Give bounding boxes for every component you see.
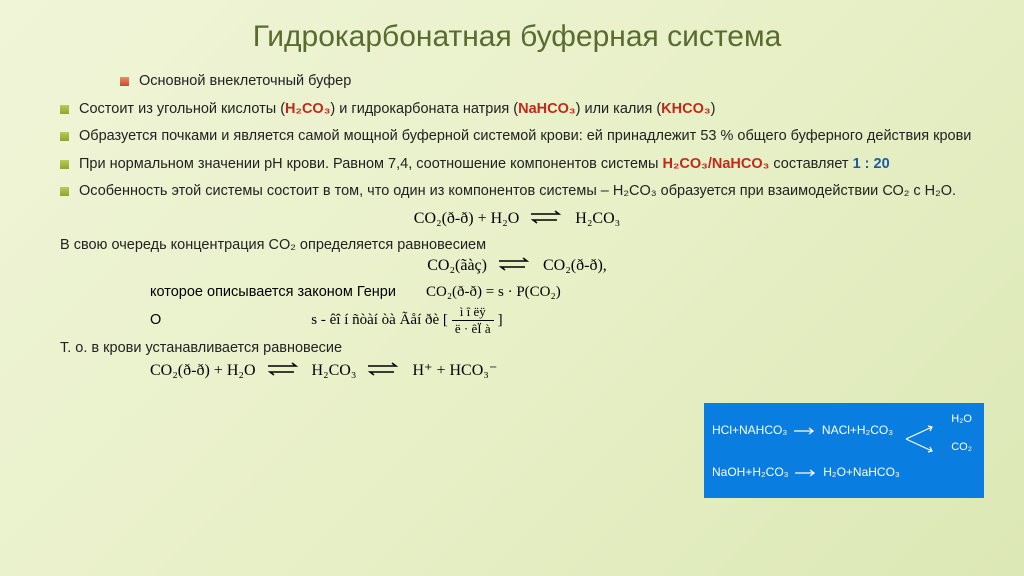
formula-red: KHCO₃ <box>661 101 710 117</box>
arrow-right-icon <box>794 469 818 477</box>
f-right: H⁺ + HCO₃⁻ <box>412 362 497 379</box>
formula-red: H₂CO₃ <box>285 101 330 117</box>
formula-blue: 1 : 20 <box>853 156 890 172</box>
henry-label: которое описывается законом Генри <box>150 284 396 300</box>
henry-formula: CO₂(ð-ð) = s · P(CO₂) <box>426 284 561 301</box>
henry-constant-row: О s - êî í ñòàí òà Ãåí ðè [ ì î ëÿ ë · ê… <box>150 304 974 337</box>
split-arrow-icon <box>904 425 944 453</box>
frac-num: ì î ëÿ <box>452 304 494 321</box>
r1-right: NACl+H₂CO₃ <box>822 423 893 437</box>
text-span: ) или калия ( <box>576 101 662 117</box>
f-left: CO₂(ð-ð) <box>414 210 474 227</box>
bullet-1: Основной внеклеточный буфер <box>120 72 974 92</box>
equilibrium-arrow-icon <box>497 257 533 276</box>
r2-right: H₂O+NaHCO₃ <box>823 465 900 479</box>
henry-law-row: которое описывается законом Генри CO₂(ð-… <box>150 284 974 301</box>
text-span: ) и гидрокарбоната натрия ( <box>330 101 518 117</box>
f-left: CO₂(ð-ð) + H₂O <box>150 362 256 379</box>
bullet-2: Состоит из угольной кислоты (H₂CO₃) и ги… <box>60 100 974 120</box>
f-right: H₂CO₃ <box>575 210 620 227</box>
frac-den: ë · êÏ à <box>452 321 494 337</box>
formula-red: H₂CO₃/NaHCO₃ <box>662 156 769 172</box>
formula-2: CO₂(ãàç) CO₂(ð-ð), <box>60 257 974 276</box>
o-label: О <box>150 312 161 328</box>
reaction-2: NaOH+H₂CO₃ H₂O+NaHCO₃ <box>712 465 976 479</box>
slide-title: Гидрокарбонатная буферная система <box>60 20 974 54</box>
bullet-text: Основной внеклеточный буфер <box>139 72 351 92</box>
bullet-text: Состоит из угольной кислоты (H₂CO₃) и ги… <box>79 100 715 120</box>
bullet-text: Образуется почками и является самой мощн… <box>79 127 971 147</box>
text-span: составляет <box>769 156 852 172</box>
bullet-4: При нормальном значении рН крови. Равном… <box>60 155 974 175</box>
bullet-text: При нормальном значении рН крови. Равном… <box>79 155 890 175</box>
f-mid: H₂CO₃ <box>312 362 357 379</box>
bullet-marker-red <box>120 77 129 86</box>
s-pre: s - êî í ñòàí òà Ãåí ðè [ <box>311 312 448 329</box>
reaction-box: HCl+NAHCO₃ NACl+H₂CO₃ H₂O CO₂ NaOH+H₂CO₃… <box>704 403 984 498</box>
formula-1: CO₂(ð-ð) + H₂O H₂CO₃ <box>60 210 974 229</box>
bullet-5: Особенность этой системы состоит в том, … <box>60 182 974 202</box>
bullet-marker-green <box>60 187 69 196</box>
r2-left: NaOH+H₂CO₃ <box>712 465 789 479</box>
formula-red: NaHCO₃ <box>518 101 575 117</box>
text-span: Состоит из угольной кислоты ( <box>79 101 285 117</box>
r1-left: HCl+NAHCO₃ <box>712 423 787 437</box>
text-span: При нормальном значении рН крови. Равном… <box>79 156 662 172</box>
bullet-marker-green <box>60 105 69 114</box>
s-end: ] <box>498 312 503 329</box>
bullet-marker-green <box>60 132 69 141</box>
f-right: CO₂(ð-ð), <box>543 257 607 274</box>
equilibrium-arrow-icon <box>266 362 302 381</box>
reaction-1: HCl+NAHCO₃ NACl+H₂CO₃ H₂O CO₂ <box>712 423 976 437</box>
equilibrium-arrow-icon <box>529 210 565 229</box>
bullet-marker-green <box>60 160 69 169</box>
f-left: CO₂(ãàç) <box>427 257 487 274</box>
text-span: ) <box>711 101 716 117</box>
bullet-3: Образуется почками и является самой мощн… <box>60 127 974 147</box>
equilibrium-arrow-icon <box>366 362 402 381</box>
co2-product: CO₂ <box>951 441 972 453</box>
formula-4: CO₂(ð-ð) + H₂O H₂CO₃ H⁺ + HCO₃⁻ <box>150 360 974 381</box>
bullet-text: Особенность этой системы состоит в том, … <box>79 182 956 202</box>
paragraph-concentration: В свою очередь концентрация CO₂ определя… <box>60 237 974 253</box>
arrow-right-icon <box>793 427 817 435</box>
f-plus: + H₂O <box>474 210 520 227</box>
paragraph-equilibrium: Т. о. в крови устанавливается равновесие <box>60 340 974 356</box>
fraction: ì î ëÿ ë · êÏ à <box>452 304 494 337</box>
h2o-product: H₂O <box>951 413 972 425</box>
